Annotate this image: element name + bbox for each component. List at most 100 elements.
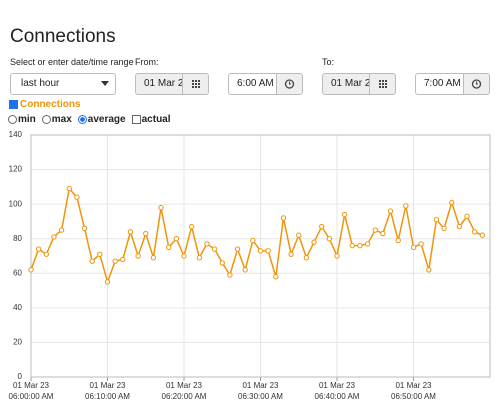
data-point <box>204 241 210 247</box>
data-point <box>418 241 424 247</box>
x-tick-label: 06:00:00 AM <box>9 392 54 401</box>
radio[interactable] <box>41 115 51 124</box>
data-point <box>66 185 72 192</box>
calendar-icon <box>379 80 387 88</box>
clock-button[interactable] <box>463 74 489 94</box>
x-tick-label: 01 Mar 23 <box>166 381 203 390</box>
to-date-value: 01 Mar 2023 <box>331 78 369 89</box>
y-tick-label: 120 <box>9 165 23 174</box>
x-tick-label: 01 Mar 23 <box>242 381 279 390</box>
page-title: Connections <box>10 26 116 47</box>
data-point <box>150 255 157 261</box>
x-tick-label: 01 Mar 23 <box>89 381 126 390</box>
from-date[interactable]: 01 Mar 2023 <box>135 73 209 95</box>
series-checkbox[interactable] <box>9 100 18 109</box>
y-tick-label: 20 <box>13 338 22 347</box>
option[interactable]: actual <box>131 114 171 125</box>
data-point <box>441 225 447 232</box>
radio[interactable] <box>77 115 87 124</box>
data-point <box>166 244 172 251</box>
data-point <box>127 229 134 235</box>
to-date[interactable]: 01 Mar 2023 <box>322 73 396 95</box>
option[interactable]: average <box>77 114 126 125</box>
data-point <box>319 223 325 230</box>
data-point <box>265 248 271 254</box>
data-point <box>395 237 401 244</box>
option[interactable]: min <box>8 114 36 125</box>
option-label: max <box>51 114 72 125</box>
data-point <box>97 251 103 257</box>
y-tick-label: 0 <box>18 372 23 381</box>
range-select[interactable]: last hour <box>10 73 116 95</box>
from-time[interactable]: 6:00 AM <box>228 73 303 95</box>
data-point <box>250 237 256 244</box>
data-point <box>227 272 233 278</box>
aggregation-options: min max average actual <box>8 114 171 125</box>
data-point <box>387 208 394 214</box>
data-point <box>58 227 65 233</box>
y-tick-label: 40 <box>13 303 22 312</box>
data-point <box>74 194 80 200</box>
range-label: Select or enter date/time range <box>10 57 134 67</box>
clock-icon <box>471 79 482 89</box>
data-point <box>334 253 340 259</box>
option[interactable]: max <box>41 114 72 125</box>
data-point <box>433 217 440 223</box>
data-point <box>89 258 95 264</box>
data-point <box>257 248 264 254</box>
data-point <box>188 223 195 230</box>
x-tick-label: 01 Mar 23 <box>395 381 432 390</box>
data-point <box>120 256 126 263</box>
data-point <box>143 230 149 237</box>
to-time-value: 7:00 AM <box>424 78 461 89</box>
from-time-value: 6:00 AM <box>237 78 274 89</box>
data-point <box>464 213 470 219</box>
data-point <box>51 234 57 240</box>
y-tick-label: 140 <box>9 130 23 139</box>
data-point <box>311 239 317 245</box>
data-point <box>426 267 432 273</box>
data-point <box>380 230 386 237</box>
to-time[interactable]: 7:00 AM <box>415 73 490 95</box>
option-label: min <box>18 114 36 125</box>
clock-icon <box>284 79 295 89</box>
checkbox[interactable] <box>131 115 141 124</box>
data-point <box>410 244 417 251</box>
x-tick-label: 06:30:00 AM <box>238 392 283 401</box>
data-point <box>104 279 111 285</box>
clock-button[interactable] <box>276 74 302 94</box>
data-point <box>43 251 49 257</box>
data-point <box>341 211 348 218</box>
data-point <box>479 232 486 238</box>
data-point <box>372 227 378 233</box>
from-label: From: <box>135 57 159 67</box>
data-point <box>456 223 463 230</box>
data-point <box>349 242 355 249</box>
y-tick-label: 100 <box>9 199 23 208</box>
data-point <box>288 251 294 257</box>
series-toggle[interactable]: Connections <box>9 99 81 110</box>
y-tick-label: 80 <box>13 234 22 243</box>
data-point <box>364 241 371 247</box>
data-point <box>234 246 241 252</box>
data-point <box>472 229 478 235</box>
x-tick-label: 06:50:00 AM <box>391 392 436 401</box>
plot-border <box>30 134 491 378</box>
data-point <box>35 246 42 252</box>
from-date-value: 01 Mar 2023 <box>144 78 182 89</box>
data-point <box>280 215 287 221</box>
to-label: To: <box>322 57 335 67</box>
legend-entry: Connections <box>20 99 81 110</box>
data-point <box>181 253 187 259</box>
x-tick-label: 06:20:00 AM <box>162 392 207 401</box>
option-label: average <box>87 114 126 125</box>
radio[interactable] <box>8 115 17 124</box>
data-point <box>219 260 225 266</box>
data-point <box>326 236 333 242</box>
calendar-button[interactable] <box>369 74 395 94</box>
calendar-button[interactable] <box>182 74 208 94</box>
data-point <box>242 267 248 273</box>
data-point <box>158 204 164 211</box>
